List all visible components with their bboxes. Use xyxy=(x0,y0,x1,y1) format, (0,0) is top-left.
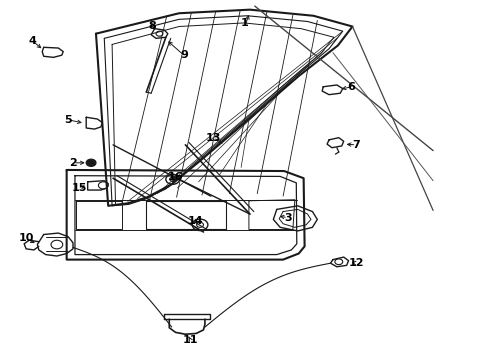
Text: 15: 15 xyxy=(72,183,88,193)
Text: 6: 6 xyxy=(347,82,355,92)
Text: 9: 9 xyxy=(180,50,188,60)
Text: 4: 4 xyxy=(28,36,36,46)
Text: 5: 5 xyxy=(64,115,72,125)
Text: 8: 8 xyxy=(148,21,156,31)
Text: 16: 16 xyxy=(168,172,183,182)
Text: 1: 1 xyxy=(241,18,249,28)
Text: 11: 11 xyxy=(183,334,198,345)
Text: 2: 2 xyxy=(69,158,77,168)
Text: 13: 13 xyxy=(205,133,221,143)
Text: 7: 7 xyxy=(352,140,360,150)
Circle shape xyxy=(86,159,96,166)
Text: 12: 12 xyxy=(349,258,364,268)
Text: 14: 14 xyxy=(187,216,203,226)
Text: 10: 10 xyxy=(19,233,34,243)
Text: 3: 3 xyxy=(284,213,292,222)
